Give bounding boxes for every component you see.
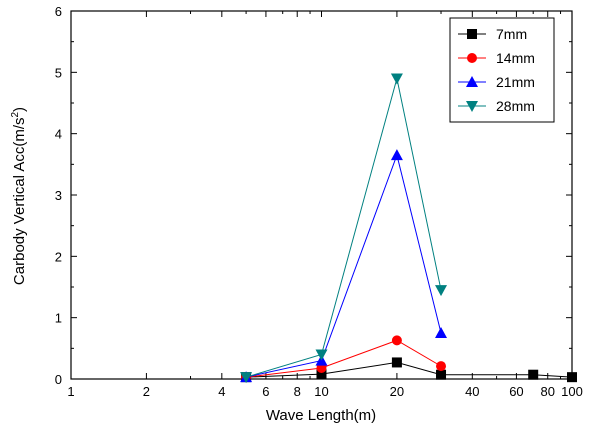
y-tick-label: 4	[55, 127, 62, 142]
data-point	[528, 369, 539, 380]
x-tick-label: 10	[314, 384, 328, 399]
x-axis-title: Wave Length(m)	[266, 407, 376, 424]
x-tick-label: 20	[390, 384, 404, 399]
series-line	[246, 361, 573, 378]
legend-label: 14mm	[496, 50, 535, 66]
y-tick-label: 1	[55, 311, 62, 326]
y-axis-title-close: )	[11, 107, 28, 112]
legend-marker	[466, 76, 478, 87]
y-tick-label: 0	[55, 372, 62, 387]
y-axis-title-superscript: 2	[10, 112, 21, 118]
legend: 7mm 14mm 21mm 28mm	[449, 17, 555, 123]
y-tick-label: 5	[55, 65, 62, 80]
legend-label: 7mm	[496, 26, 527, 42]
data-point	[391, 357, 402, 368]
y-axis: 0 1 2 3 4 5 6	[55, 4, 572, 387]
x-tick-label: 4	[218, 384, 225, 399]
y-axis-title-main: Carbody Vertical Acc(m/s	[11, 118, 28, 286]
y-tick-label: 2	[55, 249, 62, 264]
data-point	[315, 349, 328, 361]
data-point	[391, 335, 402, 346]
data-point	[390, 149, 403, 161]
series-21mm	[240, 149, 448, 383]
legend-marker	[467, 53, 477, 63]
x-tick-label: 100	[561, 384, 583, 399]
series-28mm	[240, 73, 448, 384]
x-tick-label: 1	[67, 384, 74, 399]
legend-marker	[466, 101, 478, 112]
data-point	[390, 73, 403, 85]
y-tick-label: 3	[55, 188, 62, 203]
data-point	[436, 369, 447, 380]
data-point	[240, 372, 253, 384]
legend-label: 28mm	[496, 98, 535, 114]
data-point	[436, 361, 447, 372]
series-line	[246, 339, 442, 378]
x-tick-label: 40	[465, 384, 479, 399]
data-point	[435, 285, 448, 297]
x-tick-label: 80	[540, 384, 554, 399]
data-point	[316, 369, 327, 380]
data-point	[567, 372, 577, 383]
legend-label: 21mm	[496, 74, 535, 90]
series-layer	[240, 73, 577, 384]
x-axis: 1 2 4 6 8 10 20 40 60 80 100	[67, 11, 583, 399]
data-point	[435, 327, 448, 338]
x-tick-label: 6	[262, 384, 269, 399]
legend-marker	[467, 29, 477, 39]
y-tick-label: 6	[55, 4, 62, 19]
x-tick-label: 2	[143, 384, 150, 399]
series-14mm	[241, 335, 447, 383]
x-tick-label: 60	[509, 384, 523, 399]
series-line	[245, 78, 442, 378]
x-tick-label: 8	[294, 384, 301, 399]
y-axis-title: Carbody Vertical Acc(m/s2)	[10, 107, 28, 285]
series-line	[245, 153, 442, 378]
